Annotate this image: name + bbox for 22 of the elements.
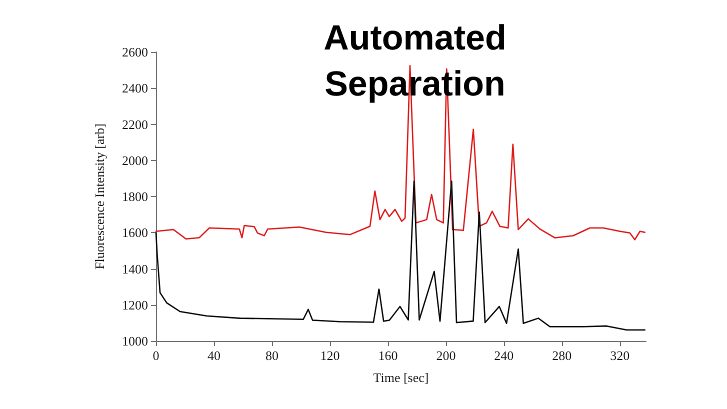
x-axis-title: Time [sec] [373,370,429,385]
x-tick-label: 240 [494,348,514,363]
x-tick-label: 320 [610,348,630,363]
x-tick-label: 120 [320,348,340,363]
y-axis-title: Fluorescence Intensity [arb] [92,124,107,270]
y-tick-label: 2400 [122,80,148,96]
y-tick-label: 2200 [122,116,148,132]
x-tick-label: 280 [552,348,572,363]
x-tick-label: 200 [436,348,456,363]
y-tick-label: 1000 [122,334,148,348]
y-tick-label: 1800 [122,189,148,204]
y-tick-label: 1400 [122,261,148,276]
x-tick-label: 160 [378,348,398,363]
y-tick-label: 1200 [122,297,148,312]
x-tick-label: 40 [207,348,220,363]
line-series [155,65,646,240]
x-tick-label: 80 [265,348,278,363]
y-tick-label: 1600 [122,225,148,240]
line-series [155,180,646,331]
x-tick-label: 0 [152,348,160,363]
y-tick-label: 2000 [122,152,148,168]
y-tick-label: 2600 [122,44,148,60]
